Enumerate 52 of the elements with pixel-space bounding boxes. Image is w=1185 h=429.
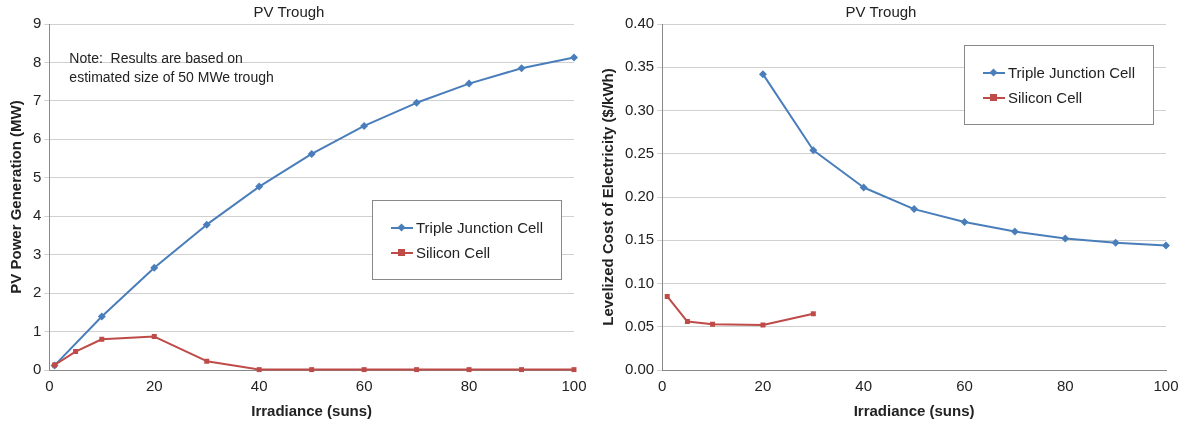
point [710, 321, 716, 327]
point [910, 205, 919, 214]
y-tick-label: 8 [33, 52, 42, 70]
point [960, 218, 969, 227]
y-tick-label: 7 [33, 91, 42, 109]
y-tick-label: 1 [33, 321, 42, 339]
x-tick-label: 80 [1056, 377, 1074, 395]
x-tick-label: 100 [561, 377, 587, 395]
point [664, 294, 670, 299]
y-tick-label: 0.25 [624, 143, 655, 161]
x-tick-label: 60 [355, 377, 373, 395]
chart-title: PV Trough [253, 3, 325, 21]
y-tick-label: 4 [33, 206, 42, 224]
point [859, 183, 868, 192]
point [1010, 227, 1019, 236]
y-tick-label: 3 [33, 244, 42, 262]
y-tick-label: 0.00 [624, 360, 655, 378]
point [758, 70, 767, 79]
y-tick-label: 0 [33, 360, 42, 378]
x-tick-label: 40 [250, 377, 268, 395]
point [1061, 234, 1070, 243]
x-tick-label: 20 [754, 377, 772, 395]
x-tick-label: 60 [956, 377, 973, 395]
x-tick-label: 80 [460, 377, 478, 395]
legend-label: Triple Junction Cell [1008, 64, 1135, 81]
y-axis-title: PV Power Generation (MW) [7, 100, 25, 294]
x-tick-label: 100 [1153, 377, 1179, 395]
x-tick-label: 40 [855, 377, 873, 395]
legend-label: Silicon Cell [1008, 89, 1083, 106]
y-tick-label: 0.05 [624, 316, 655, 334]
point [810, 311, 816, 317]
y-tick-label: 5 [33, 167, 42, 185]
y-tick-label: 0.35 [624, 57, 655, 75]
point [809, 146, 818, 155]
point [1111, 238, 1120, 247]
chart-title: PV Trough [845, 3, 917, 21]
y-tick-label: 9 [33, 14, 42, 32]
y-tick-label: 6 [33, 129, 42, 147]
point [684, 319, 690, 325]
x-tick-label: 20 [145, 377, 163, 395]
y-tick-label: 0.30 [624, 100, 655, 118]
point [1162, 241, 1170, 250]
y-tick-label: 0.15 [624, 230, 655, 248]
x-tick-label: 0 [45, 377, 54, 395]
y-tick-label: 0.10 [624, 273, 655, 291]
y-tick-label: 2 [33, 283, 42, 301]
y-axis-title: Levelized Cost of Electricity ($/kWh) [599, 68, 617, 326]
y-tick-label: 0.40 [624, 14, 655, 32]
x-axis-title: Irradiance (suns) [251, 402, 373, 420]
x-axis-title: Irradiance (suns) [853, 402, 975, 420]
x-tick-label: 0 [658, 377, 667, 395]
y-tick-label: 0.20 [624, 187, 655, 205]
